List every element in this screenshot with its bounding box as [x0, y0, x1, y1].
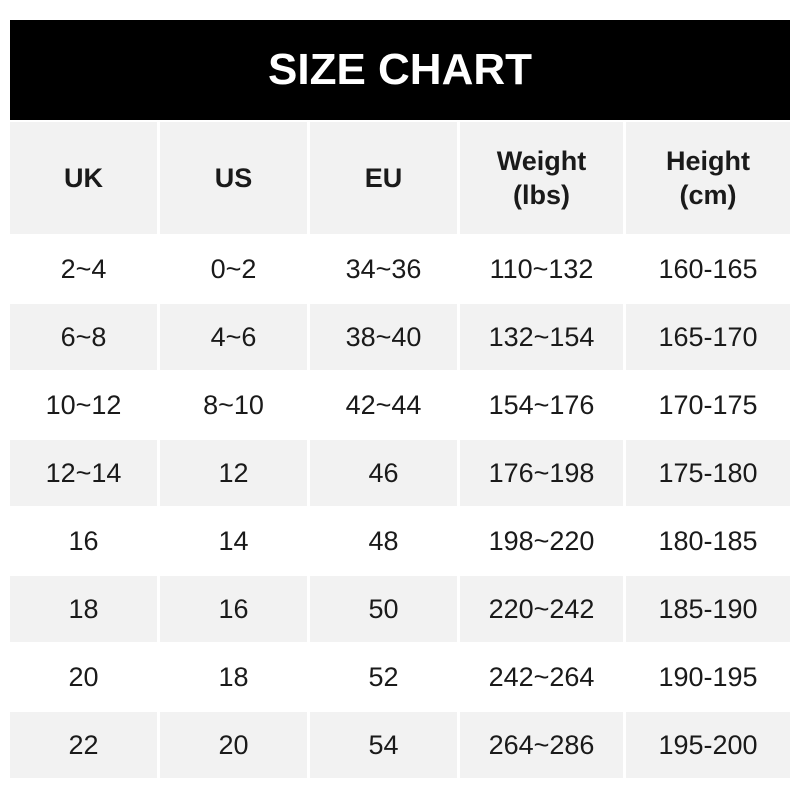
- cell-uk: 12~14: [10, 440, 157, 506]
- cell-us: 14: [218, 525, 249, 556]
- cell-us: 8~10: [203, 389, 264, 420]
- cell-height: 185-190: [626, 576, 790, 642]
- cell-height: 165-170: [626, 304, 790, 370]
- cell-weight: 220~242: [460, 576, 623, 642]
- cell-eu: 50: [310, 576, 457, 642]
- cell-uk: 18: [10, 576, 157, 642]
- cell-uk: 6~8: [10, 304, 157, 370]
- cell-height: 175-180: [626, 440, 790, 506]
- cell-height: 180-185: [658, 525, 758, 556]
- cell-us: 12: [160, 440, 307, 506]
- header-us: US: [160, 122, 307, 234]
- cell-eu: 42~44: [345, 389, 422, 420]
- cell-weight: 132~154: [460, 304, 623, 370]
- cell-uk: 10~12: [45, 389, 122, 420]
- cell-uk: 20: [68, 661, 99, 692]
- cell-uk: 22: [10, 712, 157, 778]
- cell-us: 4~6: [160, 304, 307, 370]
- cell-weight: 176~198: [460, 440, 623, 506]
- cell-weight: 242~264: [488, 661, 595, 692]
- cell-weight: 198~220: [488, 525, 595, 556]
- cell-height: 195-200: [626, 712, 790, 778]
- cell-height: 170-175: [658, 389, 758, 420]
- cell-eu: 54: [310, 712, 457, 778]
- cell-us: 16: [160, 576, 307, 642]
- size-table: UK US EU Weight (lbs) Height (cm) 2~4 0~2 34~36…: [10, 122, 790, 780]
- cell-eu: 48: [368, 525, 399, 556]
- cell-eu: 34~36: [345, 253, 422, 284]
- header-height: Height (cm): [626, 122, 790, 234]
- cell-us: 0~2: [210, 253, 257, 284]
- cell-us: 18: [218, 661, 249, 692]
- cell-us: 20: [160, 712, 307, 778]
- header-eu: EU: [310, 122, 457, 234]
- header-uk: UK: [10, 122, 157, 234]
- size-chart-title: SIZE CHART: [10, 20, 790, 120]
- cell-weight: 264~286: [460, 712, 623, 778]
- cell-weight: 110~132: [489, 253, 594, 284]
- header-weight: Weight (lbs): [460, 122, 623, 234]
- cell-eu: 52: [368, 661, 399, 692]
- cell-height: 190-195: [658, 661, 758, 692]
- cell-weight: 154~176: [488, 389, 595, 420]
- cell-height: 160-165: [658, 253, 758, 284]
- cell-uk: 2~4: [60, 253, 107, 284]
- cell-eu: 38~40: [310, 304, 457, 370]
- cell-eu: 46: [310, 440, 457, 506]
- cell-uk: 16: [68, 525, 99, 556]
